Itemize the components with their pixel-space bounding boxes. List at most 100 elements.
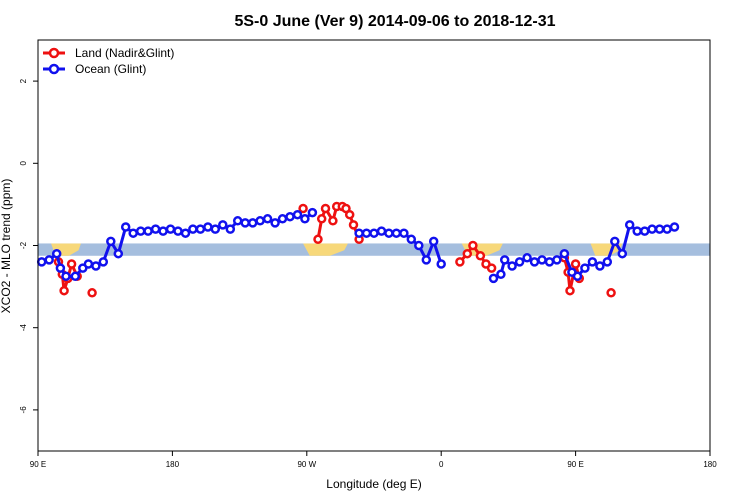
x-axis-label: Longitude (deg E) xyxy=(326,477,421,491)
ocean-point-36 xyxy=(292,209,303,220)
land-point-10 xyxy=(316,214,327,224)
land-point-24 xyxy=(486,263,497,273)
ocean-point-15 xyxy=(135,226,146,236)
ocean-point-24 xyxy=(203,222,213,232)
ocean-point-31 xyxy=(255,216,265,226)
ocean-point-65 xyxy=(587,257,598,267)
ocean-point-41 xyxy=(369,228,379,238)
legend-land-label: Land (Nadir&Glint) xyxy=(75,46,174,60)
ocean-point-75 xyxy=(662,224,672,234)
land-point-28 xyxy=(570,259,581,269)
land-point-30 xyxy=(606,288,616,298)
ocean-point-72 xyxy=(639,226,650,236)
ocean-point-17 xyxy=(150,224,161,234)
ocean-point-18 xyxy=(158,226,168,236)
ocean-point-49 xyxy=(428,236,439,247)
x-tick-label-2: 180 xyxy=(166,460,180,469)
ocean-point-63 xyxy=(572,271,583,282)
ocean-point-30 xyxy=(247,218,258,228)
x-axis: 90 E 180 90 W 0 90 E 180 xyxy=(30,451,717,469)
ocean-point-50 xyxy=(436,259,446,269)
ocean-point-47 xyxy=(414,240,424,251)
ocean-point-76 xyxy=(669,222,680,232)
legend-land-marker xyxy=(48,47,60,59)
ocean-point-5 xyxy=(61,271,71,282)
ocean-point-73 xyxy=(647,224,657,234)
land-point-19 xyxy=(455,257,465,267)
x-tick-label-3: 90 W xyxy=(297,460,316,469)
chart-title: 5S-0 June (Ver 9) 2014-09-06 to 2018-12-… xyxy=(234,13,555,30)
ocean-point-74 xyxy=(654,224,665,234)
ocean-point-27 xyxy=(225,224,236,234)
legend: Land (Nadir&Glint) Ocean (Glint) xyxy=(43,46,174,76)
ocean-point-11 xyxy=(106,236,116,247)
ocean-point-35 xyxy=(285,211,295,222)
ocean-point-70 xyxy=(624,220,635,230)
ocean-point-38 xyxy=(307,207,318,218)
ocean-point-44 xyxy=(391,228,402,238)
ocean-point-10 xyxy=(98,257,109,267)
ocean-point-66 xyxy=(595,261,605,271)
land-point-5 xyxy=(66,259,77,269)
y-tick-label-4: -4 xyxy=(19,324,28,332)
ocean-point-3 xyxy=(51,248,62,259)
legend-ocean-marker xyxy=(48,63,60,75)
ocean-point-1 xyxy=(36,257,47,267)
ocean-point-42 xyxy=(376,226,387,236)
x-tick-label-5: 90 E xyxy=(567,460,583,469)
y-tick-label-1: 2 xyxy=(19,78,28,83)
y-tick-label-5: -6 xyxy=(19,406,28,414)
land-point-11 xyxy=(320,203,331,214)
ocean-point-45 xyxy=(399,228,409,238)
ocean-point-12 xyxy=(113,248,124,259)
ocean-point-46 xyxy=(406,234,417,245)
ocean-point-2 xyxy=(44,255,54,265)
land-point-12 xyxy=(328,216,338,226)
land-point-8 xyxy=(298,203,308,214)
y-tick-label-3: -2 xyxy=(19,241,28,249)
x-tick-label-6: 180 xyxy=(703,460,717,469)
ocean-point-26 xyxy=(218,220,228,230)
y-axis: 2 0 -2 -4 -6 xyxy=(19,78,38,413)
ocean-point-4 xyxy=(55,263,66,273)
ocean-point-20 xyxy=(173,226,183,236)
ocean-point-13 xyxy=(120,222,131,232)
ocean-point-34 xyxy=(277,214,288,224)
x-tick-label-4: 0 xyxy=(439,460,444,469)
y-tick-label-2: 0 xyxy=(19,161,28,166)
ocean-point-58 xyxy=(537,255,547,265)
ocean-point-53 xyxy=(499,255,510,265)
ocean-point-22 xyxy=(188,224,198,234)
ocean-point-16 xyxy=(143,226,153,236)
ocean-point-68 xyxy=(610,236,620,247)
ocean-point-25 xyxy=(210,224,221,234)
ocean-point-67 xyxy=(602,257,613,267)
ocean-point-6 xyxy=(70,271,81,282)
ocean-point-56 xyxy=(522,253,532,263)
land-point-7 xyxy=(87,288,97,298)
y-axis-label: XCO2 - MLO trend (ppm) xyxy=(0,179,13,314)
land-point-21 xyxy=(468,240,478,251)
land-point-17 xyxy=(348,220,359,230)
land-patch-2 xyxy=(303,243,348,256)
ocean-point-23 xyxy=(195,224,206,234)
ocean-point-8 xyxy=(83,259,94,269)
ocean-point-52 xyxy=(496,269,506,280)
ocean-point-32 xyxy=(262,214,273,224)
ocean-series xyxy=(36,207,680,284)
ocean-point-37 xyxy=(300,214,310,224)
ocean-point-28 xyxy=(232,216,243,226)
ocean-point-9 xyxy=(91,261,101,271)
ocean-point-54 xyxy=(507,261,517,271)
ocean-point-19 xyxy=(165,224,176,234)
reference-band xyxy=(38,243,710,256)
ocean-point-21 xyxy=(180,228,191,238)
land-point-27 xyxy=(565,285,575,296)
ocean-point-39 xyxy=(354,228,364,238)
land-point-9 xyxy=(313,234,323,245)
ocean-point-64 xyxy=(580,263,590,273)
land-point-16 xyxy=(344,209,355,220)
ocean-point-55 xyxy=(514,257,525,267)
